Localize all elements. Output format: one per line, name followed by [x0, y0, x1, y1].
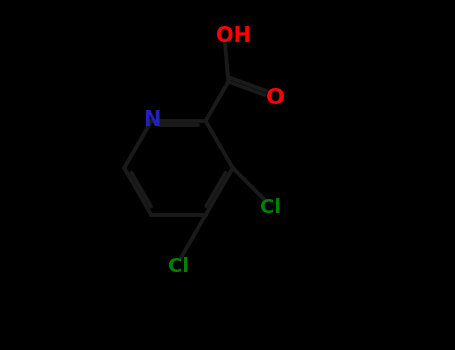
Text: O: O — [266, 88, 284, 108]
Text: OH: OH — [216, 26, 251, 46]
Text: N: N — [143, 110, 160, 130]
Text: Cl: Cl — [168, 257, 189, 276]
Text: Cl: Cl — [260, 198, 281, 217]
